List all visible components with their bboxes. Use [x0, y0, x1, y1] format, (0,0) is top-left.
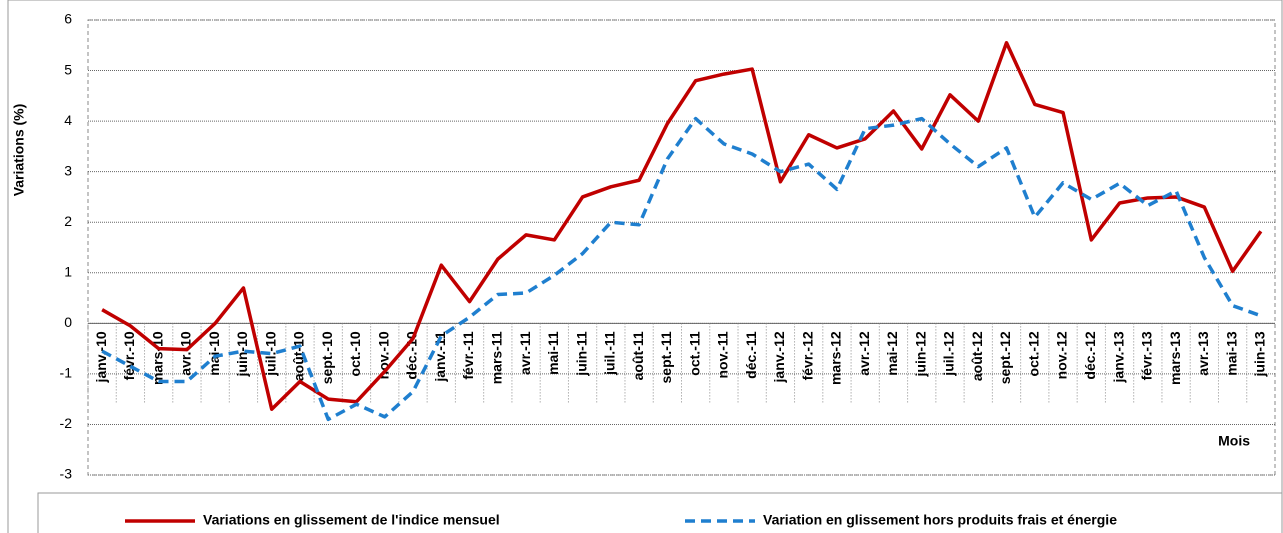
x-tick-label: nov.-12: [1054, 331, 1070, 379]
x-tick-label: févr.-12: [799, 331, 815, 380]
x-tick-label: avr.-10: [178, 331, 194, 376]
y-tick-label: 5: [64, 61, 72, 77]
chart-frame: [7, 0, 1283, 533]
x-tick-label: avr.-13: [1195, 331, 1211, 376]
x-tick-label: juin-12: [912, 331, 928, 377]
y-tick-label: 3: [64, 162, 72, 178]
x-tick-label: juil.-11: [602, 331, 618, 376]
x-tick-label: mai-11: [545, 331, 561, 375]
x-tick-label: juin-11: [573, 331, 589, 377]
x-tick-label: juin-10: [234, 331, 250, 377]
x-tick-label: janv.-12: [771, 331, 787, 383]
series-line: [101, 41, 1263, 412]
x-tick-label: déc.-12: [1082, 331, 1098, 379]
x-tick-label: juin-13: [1252, 331, 1268, 377]
x-tick-label: févr.-13: [1139, 331, 1155, 380]
y-tick-label: 4: [64, 112, 72, 128]
x-tick-label: avr.-11: [517, 331, 533, 375]
y-tick-label: -2: [60, 415, 73, 431]
legend-box: [37, 492, 1283, 533]
y-tick-label: 6: [64, 11, 72, 27]
x-tick-label: mars-11: [489, 331, 505, 384]
y-tick-label: 0: [64, 314, 72, 330]
x-tick-label: févr.-10: [121, 331, 137, 380]
x-tick-label: sept.-10: [319, 331, 335, 384]
y-tick-label: 2: [64, 213, 72, 229]
x-tick-label: déc.-11: [743, 331, 759, 379]
x-tick-label: juil.-10: [262, 331, 278, 377]
x-axis-title: Mois: [1218, 433, 1250, 449]
x-tick-label: août-12: [969, 331, 985, 381]
y-tick-label: 1: [64, 263, 72, 279]
x-tick-label: août-11: [630, 331, 646, 380]
y-tick-label: -3: [60, 466, 73, 482]
x-tick-label: oct.-10: [347, 331, 363, 376]
x-tick-label: sept.-12: [997, 331, 1013, 384]
x-tick-label: avr.-12: [856, 331, 872, 376]
x-tick-label: janv.-13: [1110, 331, 1126, 383]
x-tick-label: août-10: [291, 331, 307, 381]
x-tick-label: juil.-12: [941, 331, 957, 377]
x-tick-label: janv.-10: [93, 331, 109, 383]
legend-label: Variations en glissement de l'indice men…: [203, 512, 500, 528]
x-tick-label: mai-10: [206, 331, 222, 376]
series-line: [101, 116, 1262, 422]
x-tick-label: oct.-11: [686, 331, 702, 376]
plot-frame: [87, 19, 1276, 476]
x-tick-label: oct.-12: [1025, 331, 1041, 376]
x-tick-label: mars-13: [1167, 331, 1183, 385]
x-tick-label: mai-12: [884, 331, 900, 376]
y-axis-title: Variations (%): [11, 104, 27, 197]
x-tick-label: mai-13: [1223, 331, 1239, 376]
x-tick-label: nov.-11: [715, 331, 731, 378]
legend-label: Variation en glissement hors produits fr…: [763, 512, 1117, 528]
x-tick-label: mars-12: [828, 331, 844, 385]
x-tick-label: févr.-11: [460, 331, 476, 379]
y-tick-label: -1: [60, 365, 73, 381]
x-tick-label: sept.-11: [658, 331, 674, 383]
